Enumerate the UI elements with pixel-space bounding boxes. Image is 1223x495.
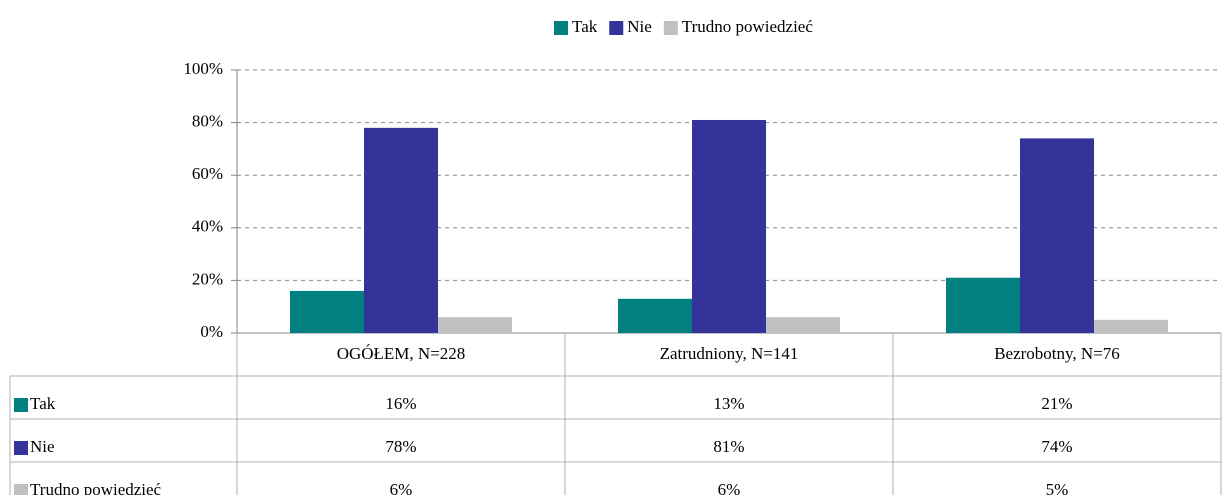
legend-swatch [14,441,28,455]
y-tick-label: 100% [183,59,223,78]
bar [364,127,438,333]
y-tick-label: 0% [200,322,223,341]
bar [692,119,766,333]
y-tick-label: 60% [192,164,223,183]
table-value: 81% [713,437,744,456]
legend-label: Tak [572,17,598,36]
bar [946,277,1020,333]
bar [290,290,364,333]
bar [1020,138,1094,333]
y-tick-label: 80% [192,112,223,131]
bar [766,317,840,333]
y-tick-label: 20% [192,269,223,288]
table-value: 6% [390,480,413,495]
x-tick-label: Zatrudniony, N=141 [660,344,799,363]
x-tick-label: Bezrobotny, N=76 [994,344,1120,363]
legend-swatch [14,484,28,495]
x-tick-label: OGÓŁEM, N=228 [337,344,466,363]
table-value: 13% [713,394,744,413]
bar [438,317,512,333]
legend-swatch [554,21,568,35]
table-value: 21% [1041,394,1072,413]
legend-label: Nie [627,17,652,36]
y-tick-label: 40% [192,217,223,236]
row-label: Nie [30,437,55,456]
legend-label: Trudno powiedzieć [682,17,814,36]
table-value: 16% [385,394,416,413]
legend-swatch [663,21,678,35]
bar [618,298,692,333]
table-value: 78% [385,437,416,456]
legend-swatch [14,398,28,412]
legend-swatch [609,21,624,35]
table-value: 5% [1046,480,1069,495]
table-value: 74% [1041,437,1072,456]
bar [1094,319,1168,333]
row-label: Tak [30,394,56,413]
row-label: Trudno powiedzieć [30,480,162,495]
table-value: 6% [718,480,741,495]
